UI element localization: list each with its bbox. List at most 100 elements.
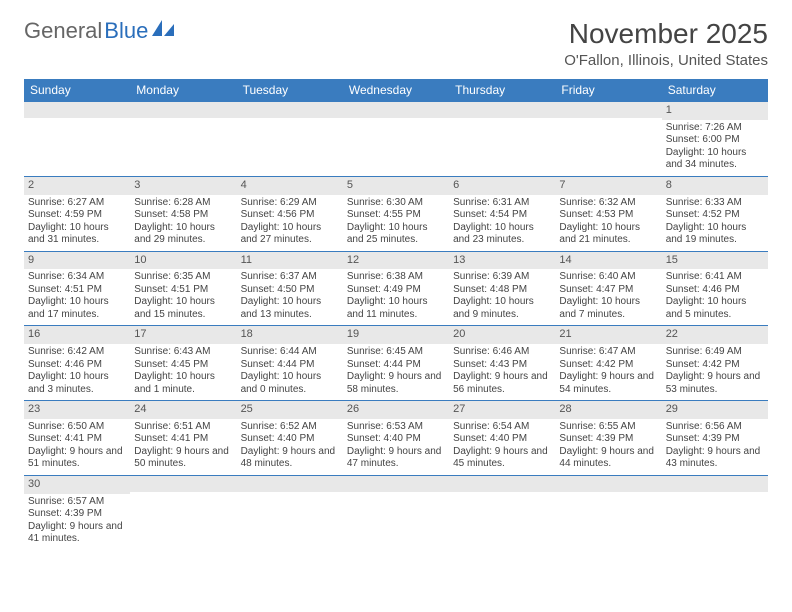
sunset-text: Sunset: 4:55 PM (347, 209, 445, 222)
day-details: Sunrise: 7:26 AMSunset: 6:00 PMDaylight:… (662, 120, 768, 176)
day-number: 22 (662, 326, 768, 344)
sunset-text: Sunset: 4:50 PM (241, 284, 339, 297)
day-details: Sunrise: 6:34 AMSunset: 4:51 PMDaylight:… (24, 269, 130, 325)
calendar-week-row: 16Sunrise: 6:42 AMSunset: 4:46 PMDayligh… (24, 326, 768, 401)
daylight-text: Daylight: 10 hours and 17 minutes. (28, 296, 126, 321)
day-header: Friday (555, 79, 661, 102)
daylight-text: Daylight: 9 hours and 41 minutes. (28, 521, 126, 546)
sunset-text: Sunset: 4:51 PM (28, 284, 126, 297)
calendar-table: SundayMondayTuesdayWednesdayThursdayFrid… (24, 79, 768, 550)
day-number: 2 (24, 177, 130, 195)
sunrise-text: Sunrise: 6:44 AM (241, 346, 339, 359)
sunrise-text: Sunrise: 6:37 AM (241, 271, 339, 284)
sunset-text: Sunset: 4:39 PM (666, 433, 764, 446)
day-number (24, 102, 130, 118)
day-number: 15 (662, 252, 768, 270)
daylight-text: Daylight: 9 hours and 51 minutes. (28, 446, 126, 471)
day-details: Sunrise: 6:39 AMSunset: 4:48 PMDaylight:… (449, 269, 555, 325)
sunset-text: Sunset: 4:46 PM (28, 359, 126, 372)
day-number: 9 (24, 252, 130, 270)
calendar-day-cell (237, 475, 343, 549)
sunrise-text: Sunrise: 6:53 AM (347, 421, 445, 434)
daylight-text: Daylight: 9 hours and 58 minutes. (347, 371, 445, 396)
day-number (237, 102, 343, 118)
sunrise-text: Sunrise: 6:28 AM (134, 197, 232, 210)
day-details (130, 118, 236, 124)
calendar-day-cell: 2Sunrise: 6:27 AMSunset: 4:59 PMDaylight… (24, 176, 130, 251)
header: GeneralBlue November 2025 O'Fallon, Illi… (24, 18, 768, 69)
day-number: 23 (24, 401, 130, 419)
logo-text-general: General (24, 18, 102, 44)
sunrise-text: Sunrise: 6:46 AM (453, 346, 551, 359)
sunset-text: Sunset: 4:42 PM (559, 359, 657, 372)
sunrise-text: Sunrise: 6:33 AM (666, 197, 764, 210)
sunrise-text: Sunrise: 6:43 AM (134, 346, 232, 359)
calendar-day-cell: 7Sunrise: 6:32 AMSunset: 4:53 PMDaylight… (555, 176, 661, 251)
day-number (449, 476, 555, 492)
sunrise-text: Sunrise: 6:41 AM (666, 271, 764, 284)
day-number: 4 (237, 177, 343, 195)
sunset-text: Sunset: 4:41 PM (28, 433, 126, 446)
sunrise-text: Sunrise: 6:55 AM (559, 421, 657, 434)
day-number (555, 102, 661, 118)
calendar-day-cell: 6Sunrise: 6:31 AMSunset: 4:54 PMDaylight… (449, 176, 555, 251)
sunrise-text: Sunrise: 6:29 AM (241, 197, 339, 210)
day-details: Sunrise: 6:41 AMSunset: 4:46 PMDaylight:… (662, 269, 768, 325)
sunrise-text: Sunrise: 7:26 AM (666, 122, 764, 135)
calendar-header-row: SundayMondayTuesdayWednesdayThursdayFrid… (24, 79, 768, 102)
day-number: 1 (662, 102, 768, 120)
sunset-text: Sunset: 4:53 PM (559, 209, 657, 222)
calendar-week-row: 30 Sunrise: 6:57 AMSunset: 4:39 PMDayligh… (24, 475, 768, 549)
sunrise-text: Sunrise: 6:39 AM (453, 271, 551, 284)
daylight-text: Daylight: 10 hours and 25 minutes. (347, 222, 445, 247)
day-number (662, 476, 768, 492)
sunset-text: Sunset: 4:44 PM (347, 359, 445, 372)
location-text: O'Fallon, Illinois, United States (564, 52, 768, 69)
daylight-text: Daylight: 10 hours and 34 minutes. (666, 147, 764, 172)
sunrise-text: Sunrise: 6:40 AM (559, 271, 657, 284)
sunset-text: Sunset: 4:58 PM (134, 209, 232, 222)
day-number: 3 (130, 177, 236, 195)
day-number: 16 (24, 326, 130, 344)
sunset-text: Sunset: 4:49 PM (347, 284, 445, 297)
calendar-day-cell: 26Sunrise: 6:53 AMSunset: 4:40 PMDayligh… (343, 401, 449, 476)
sunset-text: Sunset: 4:48 PM (453, 284, 551, 297)
day-details (343, 492, 449, 498)
sunset-text: Sunset: 4:56 PM (241, 209, 339, 222)
day-details (555, 492, 661, 498)
calendar-day-cell: 29Sunrise: 6:56 AMSunset: 4:39 PMDayligh… (662, 401, 768, 476)
sunrise-text: Sunrise: 6:42 AM (28, 346, 126, 359)
calendar-day-cell (24, 102, 130, 177)
sunset-text: Sunset: 4:51 PM (134, 284, 232, 297)
day-number: 30 (24, 476, 130, 494)
calendar-day-cell: 3Sunrise: 6:28 AMSunset: 4:58 PMDaylight… (130, 176, 236, 251)
daylight-text: Daylight: 10 hours and 0 minutes. (241, 371, 339, 396)
day-header: Wednesday (343, 79, 449, 102)
calendar-day-cell (130, 102, 236, 177)
sunrise-text: Sunrise: 6:52 AM (241, 421, 339, 434)
day-number: 19 (343, 326, 449, 344)
sunrise-text: Sunrise: 6:49 AM (666, 346, 764, 359)
daylight-text: Daylight: 10 hours and 3 minutes. (28, 371, 126, 396)
day-details: Sunrise: 6:55 AMSunset: 4:39 PMDaylight:… (555, 419, 661, 475)
calendar-day-cell: 11Sunrise: 6:37 AMSunset: 4:50 PMDayligh… (237, 251, 343, 326)
calendar-day-cell: 30 Sunrise: 6:57 AMSunset: 4:39 PMDayligh… (24, 475, 130, 549)
day-details (343, 118, 449, 124)
sunrise-text: Sunrise: 6:38 AM (347, 271, 445, 284)
calendar-day-cell: 4Sunrise: 6:29 AMSunset: 4:56 PMDaylight… (237, 176, 343, 251)
daylight-text: Daylight: 10 hours and 9 minutes. (453, 296, 551, 321)
day-number: 18 (237, 326, 343, 344)
sunset-text: Sunset: 4:45 PM (134, 359, 232, 372)
sunrise-text: Sunrise: 6:57 AM (28, 496, 126, 509)
sunset-text: Sunset: 4:39 PM (28, 508, 126, 521)
day-details: Sunrise: 6:53 AMSunset: 4:40 PMDaylight:… (343, 419, 449, 475)
day-number (555, 476, 661, 492)
sunrise-text: Sunrise: 6:27 AM (28, 197, 126, 210)
day-details: Sunrise: 6:47 AMSunset: 4:42 PMDaylight:… (555, 344, 661, 400)
calendar-day-cell (555, 102, 661, 177)
day-details: Sunrise: 6:37 AMSunset: 4:50 PMDaylight:… (237, 269, 343, 325)
day-details: Sunrise: 6:30 AMSunset: 4:55 PMDaylight:… (343, 195, 449, 251)
daylight-text: Daylight: 10 hours and 15 minutes. (134, 296, 232, 321)
calendar-day-cell: 8Sunrise: 6:33 AMSunset: 4:52 PMDaylight… (662, 176, 768, 251)
day-number (237, 476, 343, 492)
